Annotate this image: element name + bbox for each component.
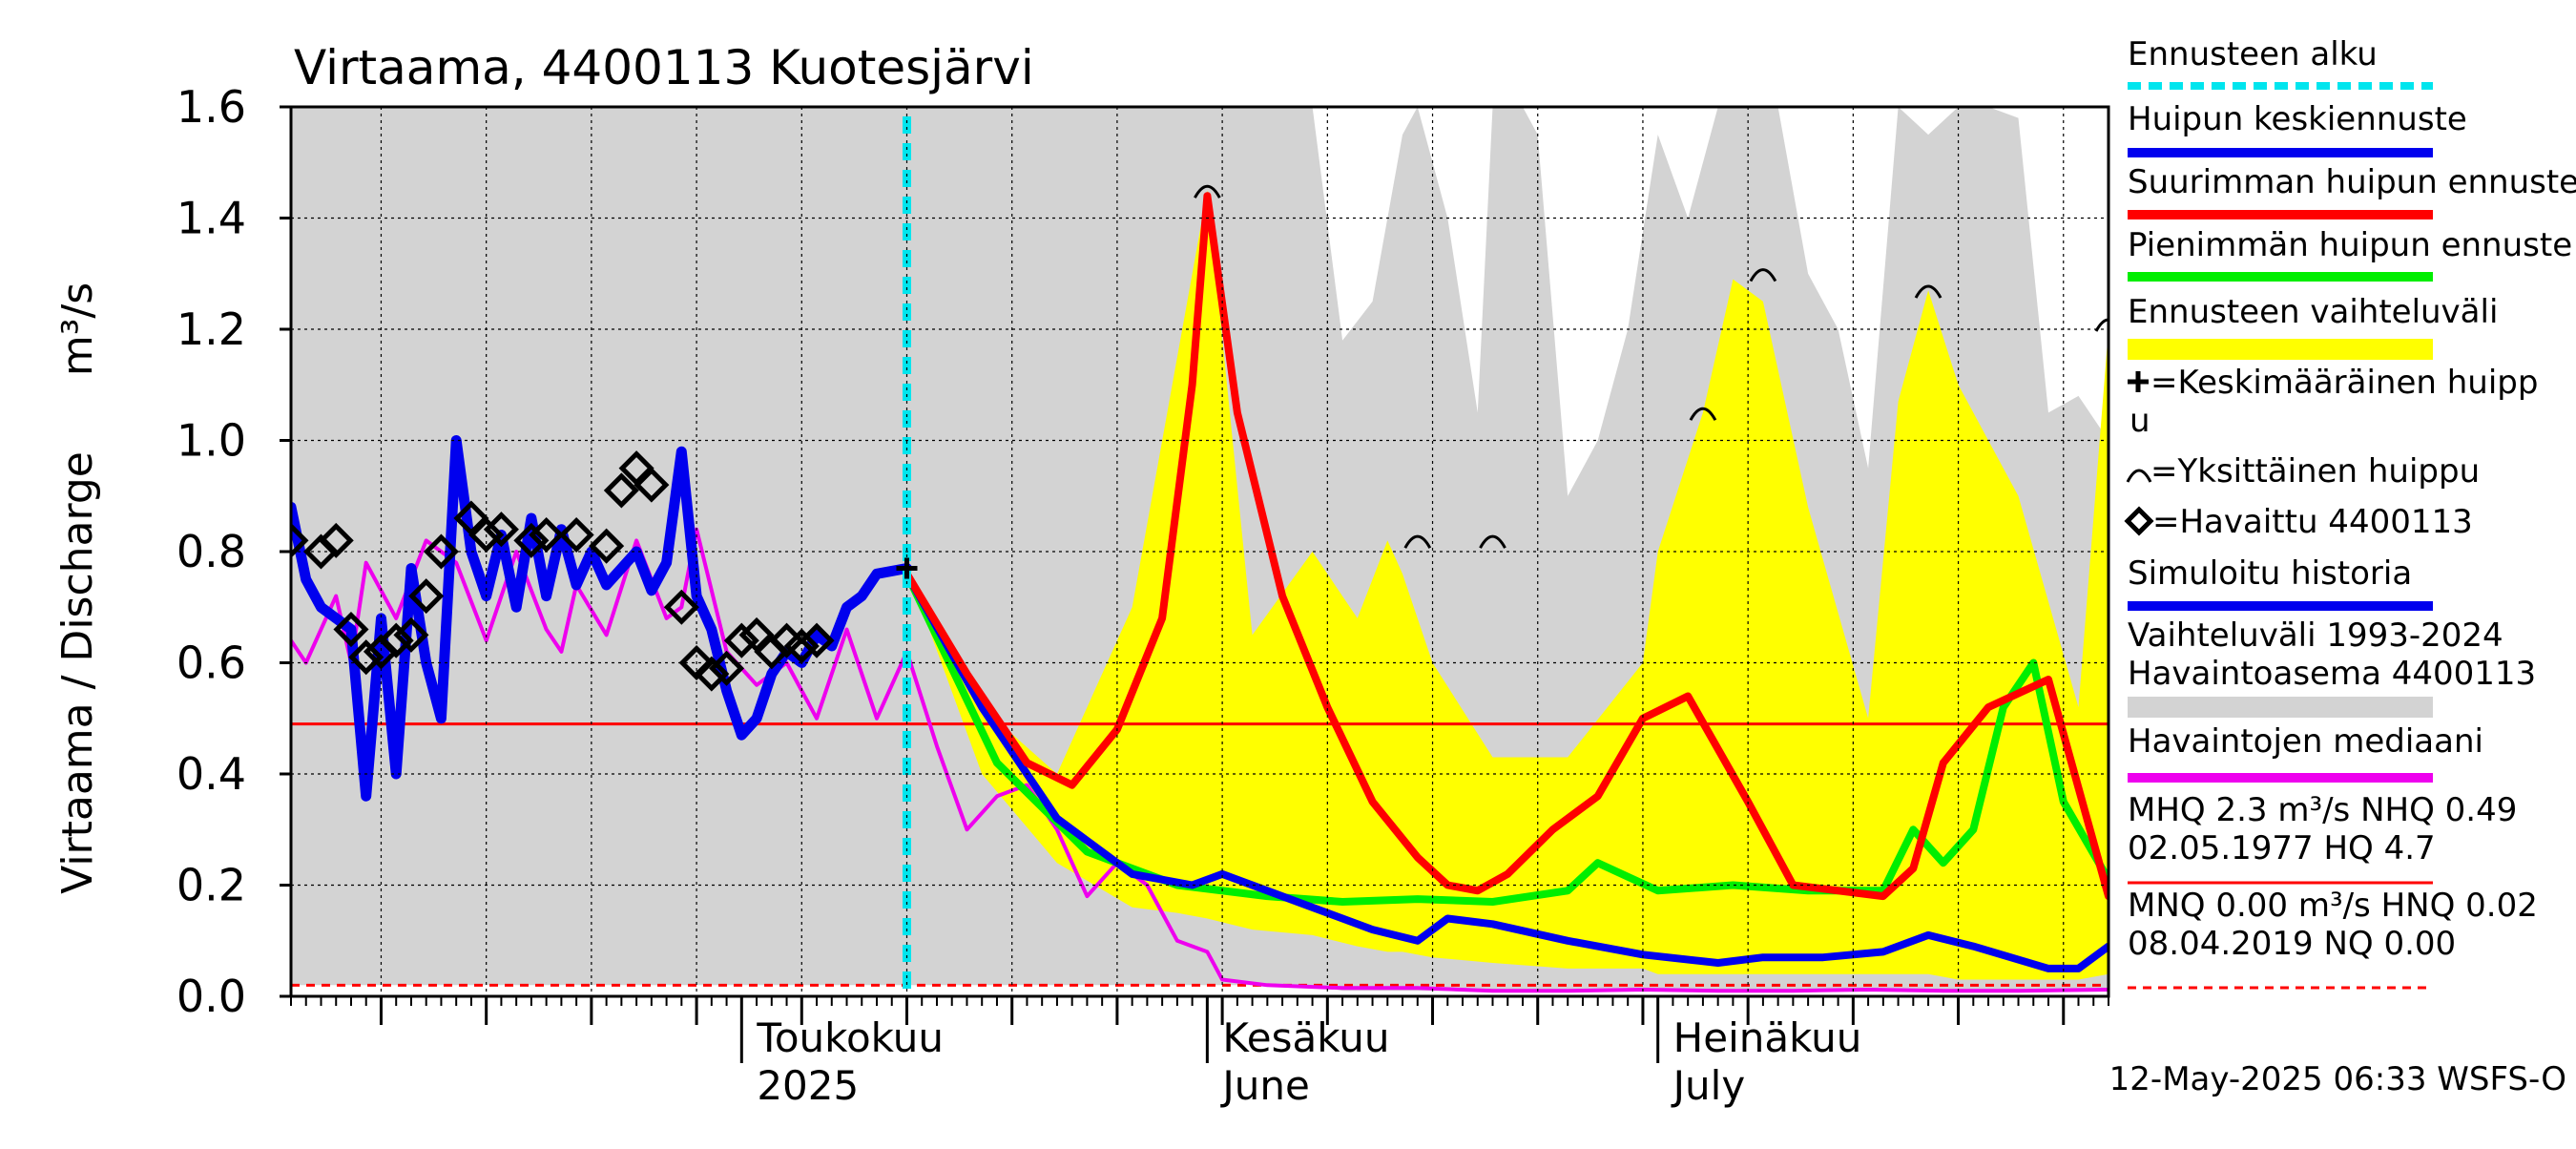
observed-marker bbox=[634, 467, 670, 503]
x-month-label: Kesäkuu bbox=[1222, 1014, 1389, 1061]
legend: Ennusteen alku Huipun keskiennuste Suurimm… bbox=[2124, 35, 2576, 990]
legend-diamond-icon bbox=[2124, 506, 2154, 536]
y-tick-label: 0.4 bbox=[177, 748, 246, 800]
median-observations-line bbox=[291, 527, 2109, 993]
observed-marker bbox=[663, 589, 699, 625]
forecast-range-band bbox=[906, 190, 2109, 980]
legend-item: u bbox=[2129, 402, 2150, 440]
legend-item: Huipun keskiennuste bbox=[2128, 100, 2467, 138]
legend-arc-icon bbox=[2126, 469, 2152, 483]
observed-marker bbox=[799, 622, 835, 658]
y-tick-label: 1.6 bbox=[177, 81, 246, 133]
observed-marker bbox=[423, 533, 459, 570]
legend-item: Havaintojen mediaani bbox=[2128, 722, 2483, 761]
observed-marker bbox=[783, 628, 820, 664]
legend-item: =Keskimääräinen huipp bbox=[2150, 364, 2538, 402]
y-axis-label: Virtaama / Discharge m³/s bbox=[53, 282, 102, 894]
y-tick-label: 0.8 bbox=[177, 526, 246, 577]
observed-marker bbox=[513, 522, 550, 558]
x-month-sublabel: 2025 bbox=[757, 1062, 859, 1109]
observed-marker bbox=[333, 612, 369, 648]
observed-marker bbox=[378, 622, 414, 658]
legend-item: =Havaittu 4400113 bbox=[2152, 503, 2473, 541]
y-tick-label: 0.2 bbox=[177, 860, 246, 911]
observed-marker bbox=[483, 512, 519, 548]
x-month-label: Heinäkuu bbox=[1673, 1014, 1862, 1061]
observed-marker bbox=[529, 516, 565, 554]
mean-peak-forecast-line bbox=[903, 570, 2109, 972]
legend-swatch bbox=[2128, 697, 2433, 718]
y-tick-label: 0.0 bbox=[177, 971, 246, 1022]
peak-marker bbox=[2094, 318, 2109, 332]
simulated-history-line bbox=[291, 435, 912, 802]
chart-title: Virtaama, 4400113 Kuotesjärvi bbox=[294, 40, 1034, 95]
legend-swatch bbox=[2128, 339, 2433, 360]
legend-item: MNQ 0.00 m³/s HNQ 0.02 bbox=[2128, 887, 2538, 925]
x-month-sublabel: June bbox=[1219, 1062, 1309, 1109]
y-tick-label: 0.6 bbox=[177, 637, 246, 689]
observed-marker bbox=[318, 522, 354, 558]
peak-marker bbox=[1403, 534, 1432, 549]
observed-marker bbox=[723, 622, 759, 658]
observed-marker bbox=[393, 616, 429, 653]
peak-marker bbox=[1749, 268, 1777, 282]
observed-marker bbox=[589, 528, 625, 564]
x-month-label: Toukokuu bbox=[756, 1014, 944, 1061]
legend-item: =Yksittäinen huippu bbox=[2150, 452, 2480, 491]
observed-marker bbox=[603, 472, 639, 509]
max-peak-forecast-line bbox=[903, 192, 2109, 901]
legend-item: Simuloitu historia bbox=[2128, 554, 2412, 593]
y-tick-label: 1.0 bbox=[177, 415, 246, 467]
legend-item: Ennusteen alku bbox=[2128, 35, 2378, 73]
observed-marker bbox=[408, 578, 445, 615]
legend-item: Pienimmän huipun ennuste bbox=[2128, 226, 2572, 264]
legend-plus-icon bbox=[2128, 371, 2149, 392]
peak-marker bbox=[1479, 534, 1506, 549]
y-tick-label: 1.2 bbox=[177, 303, 246, 355]
y-axis-title: Virtaama / Discharge bbox=[53, 451, 102, 894]
min-peak-forecast-line bbox=[903, 570, 2109, 906]
observed-marker bbox=[558, 516, 594, 554]
peak-marker bbox=[1194, 184, 1221, 198]
y-axis-unit: m³/s bbox=[53, 282, 102, 376]
observed-marker bbox=[291, 522, 309, 558]
peak-marker bbox=[1914, 284, 1942, 299]
legend-item: 08.04.2019 NQ 0.00 bbox=[2128, 925, 2456, 963]
legend-item: Vaihteluväli 1993-2024 bbox=[2128, 616, 2503, 655]
legend-item: Ennusteen vaihteluväli bbox=[2128, 293, 2498, 331]
legend-item: Suurimman huipun ennuste bbox=[2128, 163, 2576, 201]
observed-marker bbox=[709, 650, 745, 686]
x-month-sublabel: July bbox=[1671, 1062, 1746, 1109]
observed-marker bbox=[348, 639, 384, 676]
legend-item: Havaintoasema 4400113 bbox=[2128, 655, 2536, 693]
legend-item: MHQ 2.3 m³/s NHQ 0.49 bbox=[2128, 791, 2517, 829]
legend-item: 02.05.1977 HQ 4.7 bbox=[2128, 829, 2436, 867]
observed-marker bbox=[694, 656, 730, 692]
peak-marker bbox=[1689, 407, 1717, 421]
footer-timestamp: 12-May-2025 06:33 WSFS-O bbox=[2109, 1060, 2566, 1098]
y-tick-label: 1.4 bbox=[177, 193, 246, 244]
